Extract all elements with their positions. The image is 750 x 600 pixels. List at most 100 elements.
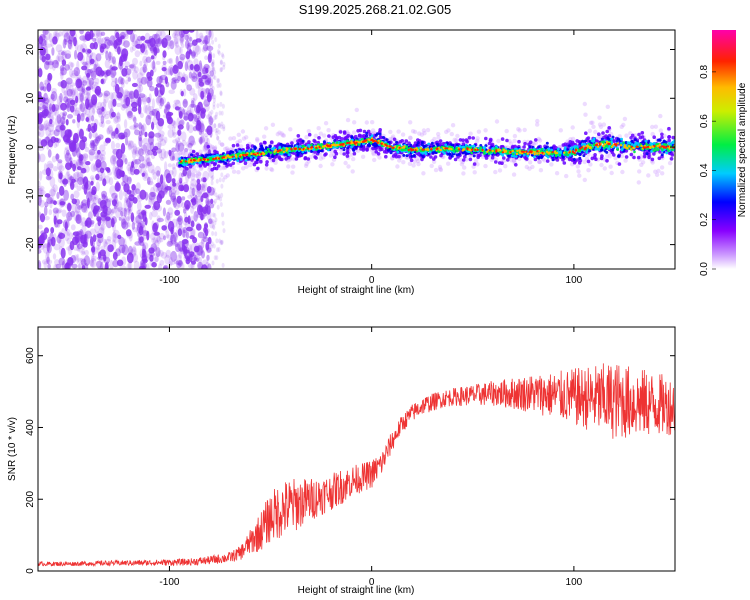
noise-blob [98,175,104,181]
signal-point [243,161,248,165]
noise-blob [157,250,164,257]
signal-point [660,171,665,176]
signal-point [598,124,604,129]
noise-blob [193,58,199,66]
noise-blob [196,223,202,231]
noise-blob [70,88,77,96]
noise-blob [138,122,143,130]
noise-blob [50,227,55,234]
noise-blob [126,140,131,147]
signal-point [327,134,331,138]
noise-blob [198,241,205,250]
noise-blob [163,187,168,194]
noise-blob [208,218,213,224]
noise-blob [114,30,118,36]
noise-blob [206,254,210,261]
signal-point [623,158,628,163]
noise-blob [64,49,72,59]
noise-blob [137,236,141,244]
noise-blob [135,215,142,224]
noise-blob [142,229,148,240]
signal-point [523,141,527,146]
signal-point [231,143,236,148]
noise-blob [94,77,100,85]
signal-point [389,151,393,155]
signal-point [279,142,283,146]
signal-point [472,162,477,166]
noise-blob [170,80,177,90]
noise-blob [221,220,225,226]
noise-blob [170,234,173,243]
noise-blob [159,174,164,185]
noise-blob [115,248,121,257]
noise-blob [212,225,216,230]
noise-blob [135,226,140,234]
signal-point [556,147,560,151]
noise-blob [169,40,175,50]
noise-blob [167,238,174,246]
noise-blob [172,64,179,74]
signal-point [581,139,584,143]
noise-blob [157,117,165,127]
noise-blob [163,235,166,241]
noise-blob [138,148,144,157]
noise-blob [156,30,163,37]
noise-blob [69,68,74,78]
noise-blob [99,144,106,152]
signal-point [228,136,233,141]
noise-blob [206,77,211,84]
noise-blob [201,250,205,259]
noise-blob [127,166,133,175]
noise-blob [104,71,108,81]
noise-blob [129,46,134,53]
signal-point [537,145,541,149]
noise-blob [220,172,224,178]
noise-blob [217,123,221,129]
signal-point [328,153,334,158]
noise-blob [64,146,72,151]
noise-blob [158,75,164,84]
signal-point [586,168,591,173]
noise-blob [141,123,147,132]
signal-point [462,165,467,170]
noise-blob [139,66,146,76]
noise-blob [65,162,72,171]
signal-point [660,132,664,137]
signal-point [396,150,400,154]
signal-point [277,156,282,160]
noise-blob [211,260,215,266]
signal-point [658,128,663,133]
noise-blob [211,61,215,67]
noise-blob [151,237,159,244]
noise-blob [43,120,50,131]
noise-blob [67,129,72,139]
noise-blob [92,196,99,205]
noise-blob [195,120,202,130]
noise-blob [201,237,205,245]
noise-blob [162,181,166,193]
noise-blob [121,217,125,226]
noise-blob [195,201,199,207]
noise-blob [76,158,81,167]
noise-blob [102,70,109,75]
signal-point [645,152,649,156]
noise-blob [168,57,173,65]
signal-point [490,155,495,160]
signal-point [290,170,295,175]
noise-blob [190,178,197,187]
noise-blob [147,163,155,174]
noise-blob [151,121,155,130]
noise-blob [121,244,129,256]
noise-blob [90,52,97,63]
signal-point [438,139,443,143]
noise-blob [136,72,144,83]
noise-blob [132,57,138,66]
noise-blob [220,192,224,198]
noise-blob [163,150,169,159]
signal-point [653,169,658,174]
noise-blob [83,87,88,96]
noise-blob [186,60,194,71]
noise-blob [207,76,214,87]
noise-blob [60,122,64,131]
noise-blob [67,244,73,256]
